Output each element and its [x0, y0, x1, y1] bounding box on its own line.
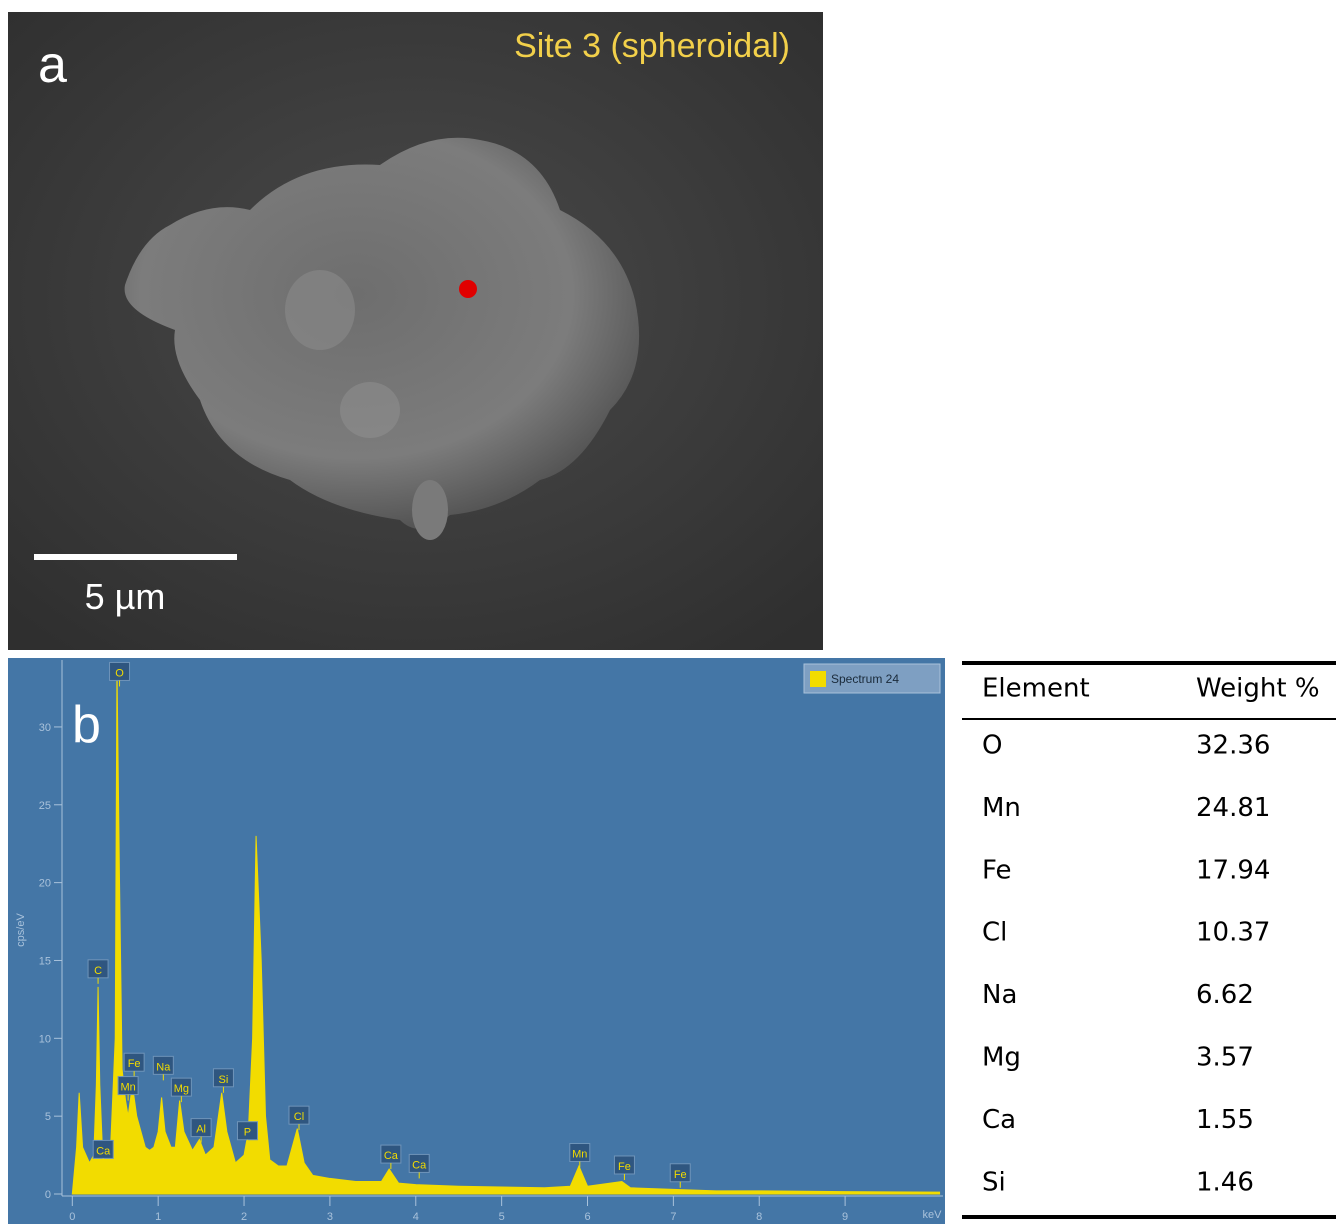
peak-label-text: Mg	[174, 1083, 189, 1095]
peak-label-text: Si	[219, 1074, 229, 1086]
x-tick-label: 2	[241, 1211, 247, 1223]
peak-label-text: Ca	[384, 1150, 399, 1162]
table-cell: 1.55	[1196, 1105, 1254, 1135]
table-cell: 17.94	[1196, 855, 1270, 885]
table-cell: 10.37	[1196, 918, 1270, 948]
y-axis-label: cps/eV	[15, 913, 27, 947]
table-cell: Ca	[982, 1105, 1016, 1135]
table-cell: Cl	[982, 918, 1007, 948]
peak-label-text: P	[244, 1127, 251, 1139]
y-tick-label: 15	[39, 955, 51, 967]
scale-bar-label: 5 µm	[85, 576, 166, 617]
image-title: Site 3 (spheroidal)	[514, 27, 790, 65]
table-cell: Mg	[982, 1043, 1021, 1073]
x-tick-label: 6	[584, 1211, 590, 1223]
y-tick-label: 0	[45, 1189, 51, 1201]
y-tick-label: 10	[39, 1033, 51, 1045]
x-axis-label: keV	[923, 1209, 943, 1221]
peak-label-text: Na	[156, 1061, 171, 1073]
x-tick-label: 1	[155, 1211, 161, 1223]
table-cell: Na	[982, 980, 1017, 1010]
particle-detail	[340, 382, 400, 438]
x-tick-label: 4	[413, 1211, 419, 1223]
figure-svg: a Site 3 (spheroidal) 5 µm 0510152025300…	[0, 0, 1336, 1224]
table-cell: O	[982, 731, 1002, 761]
table-cell: 1.46	[1196, 1167, 1254, 1197]
table-cell: 3.57	[1196, 1043, 1254, 1073]
y-tick-label: 25	[39, 800, 51, 812]
y-tick-label: 30	[39, 722, 51, 734]
table-cell: Mn	[982, 793, 1021, 823]
x-tick-label: 5	[499, 1211, 505, 1223]
x-tick-label: 7	[670, 1211, 676, 1223]
peak-label-text: Ca	[96, 1145, 111, 1157]
y-tick-label: 5	[45, 1111, 51, 1123]
x-tick-label: 9	[842, 1211, 848, 1223]
figure: a Site 3 (spheroidal) 5 µm 0510152025300…	[0, 0, 1336, 1224]
peak-label-text: Al	[196, 1124, 206, 1136]
x-tick-label: 8	[756, 1211, 762, 1223]
table-header: Weight %	[1196, 674, 1320, 704]
table-cell: Fe	[982, 855, 1012, 885]
peak-label-text: Fe	[618, 1161, 631, 1173]
legend-swatch	[810, 671, 826, 687]
peak-label-text: Cl	[294, 1111, 304, 1123]
table-header: Element	[982, 674, 1090, 704]
spectrum-panel	[8, 658, 945, 1224]
table-cell: 6.62	[1196, 980, 1254, 1010]
particle-detail	[285, 270, 355, 350]
peak-label-text: Fe	[128, 1058, 141, 1070]
x-tick-label: 3	[327, 1211, 333, 1223]
peak-label-text: Mn	[120, 1082, 135, 1094]
table-cell: Si	[982, 1167, 1006, 1197]
analysis-spot	[459, 280, 477, 298]
table-cell: 24.81	[1196, 793, 1270, 823]
table: Element Weight % O 32.36 Mn 24.81 Fe 17.94 Cl 1…	[962, 663, 1336, 1217]
particle-detail	[412, 480, 448, 540]
legend-label: Spectrum 24	[831, 672, 899, 686]
peak-label-text: O	[115, 667, 124, 679]
panel-label: b	[72, 696, 101, 754]
x-tick-label: 0	[69, 1211, 75, 1223]
peak-label-text: C	[94, 965, 102, 977]
peak-label-text: Ca	[412, 1159, 427, 1171]
peak-label-text: Mn	[572, 1149, 587, 1161]
y-tick-label: 20	[39, 878, 51, 890]
table-cell: 32.36	[1196, 731, 1270, 761]
panel-label: a	[38, 36, 67, 94]
peak-label-text: Fe	[674, 1169, 687, 1181]
